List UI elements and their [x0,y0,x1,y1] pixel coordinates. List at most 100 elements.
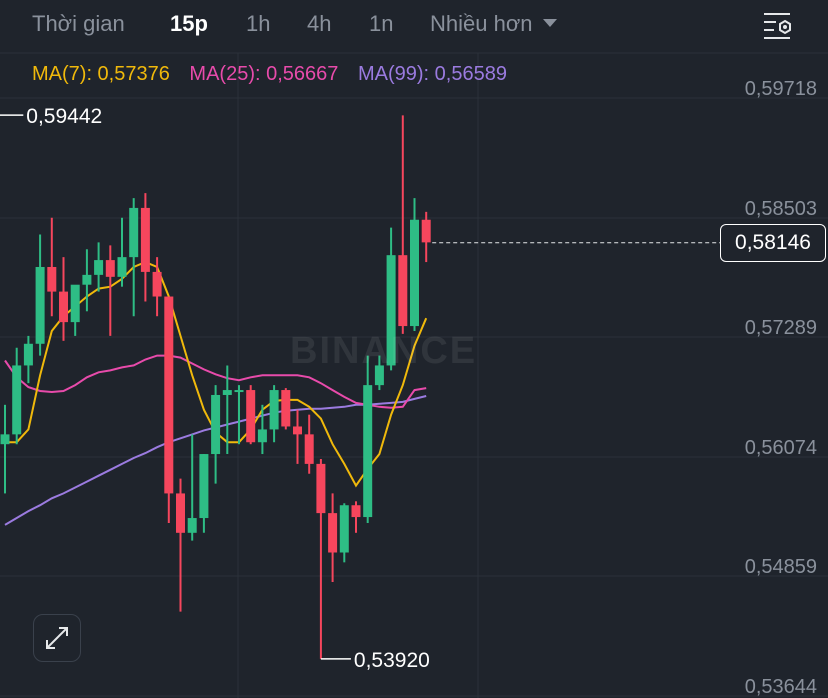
candle [129,198,139,317]
candle-body [129,207,139,258]
candle-body [293,426,302,435]
candle-body [152,271,162,297]
chart-settings-icon[interactable] [760,10,796,40]
candle [339,503,349,563]
candle [421,211,431,263]
tab-more-label: Nhiều hơn [430,11,533,36]
candle-body [398,255,408,327]
candle [152,257,162,317]
candle-body [339,505,349,553]
candle [363,355,373,523]
candle-body [374,365,384,386]
candle-body [187,518,197,533]
ma25-label: MA(25): 0,56667 [189,63,339,85]
candle [176,478,185,612]
candle-body [351,505,361,518]
y-axis-label: 0,58503 [745,198,817,220]
candle [222,365,232,455]
chevron-down-icon [542,19,557,27]
y-axis-label: 0,59718 [745,78,817,100]
candle [105,245,115,336]
candle [293,409,302,464]
candle [374,355,384,391]
candle [23,335,33,384]
price-markers: 0,59442 0,53920 [0,105,720,672]
y-axis: 0,59718 0,58503 0,57289 0,56074 0,54859 0,536… [745,78,817,698]
candle [0,404,10,494]
candle [12,347,22,445]
candle [316,458,326,659]
candle [94,242,104,292]
fullscreen-button[interactable] [33,614,81,662]
candle [47,217,57,317]
y-axis-label: 0,57289 [745,317,817,339]
timeframe-bar: Thời gian 15p 1h 4h 1n Nhiều hơn [0,0,828,50]
tab-more[interactable]: Nhiều hơn [430,11,557,37]
candle [351,501,361,533]
candle-body [105,260,115,277]
tab-time[interactable]: Thời gian [32,11,125,36]
candles [0,115,431,659]
tab-1n[interactable]: 1n [369,11,394,36]
candle [304,414,314,474]
current-price-tag[interactable]: 0,58146 [720,223,826,262]
tab-4h[interactable]: 4h [307,11,332,36]
candle-body [12,365,22,435]
ma7-label: MA(7): 0,57376 [32,63,170,85]
candle-body [176,493,185,533]
candle-body [164,296,174,494]
candle-body [281,390,291,427]
ma99-label: MA(99): 0,56589 [357,63,507,85]
candle-body [70,284,80,323]
candle [257,404,267,455]
candle-body [316,463,326,514]
candle [164,296,174,523]
candle-body [94,260,104,275]
low-price-label: 0,53920 [354,649,430,672]
candle-body [363,385,373,518]
y-axis-label: 0,53644 [745,676,817,698]
candle [59,257,68,341]
high-price-label: 0,59442 [26,105,102,128]
candle-body [47,266,57,292]
candle [187,434,197,541]
candle [281,388,291,430]
candle-body [269,390,279,430]
candle-body [23,343,33,366]
tab-15p[interactable]: 15p [170,11,208,36]
candle-body [421,219,431,243]
candle-body [59,291,68,323]
binance-watermark: BINANCE [290,330,478,372]
candle-body [246,390,256,443]
candle-body [222,390,232,395]
y-axis-label: 0,56074 [745,437,817,459]
candle-body [82,274,92,285]
expand-icon [46,627,68,649]
ma25-line [4,354,427,409]
candle [269,385,279,443]
y-axis-label: 0,54859 [745,556,817,578]
candle-body [0,434,10,445]
candle [246,385,256,445]
candle [234,385,244,445]
tab-1h[interactable]: 1h [246,11,271,36]
candle-body [35,266,45,344]
chart-grid [0,52,828,698]
candle-body [328,513,338,553]
candle [386,227,396,371]
candle-body [211,394,221,455]
candle [82,249,92,312]
candle-body [199,454,209,519]
candle [328,493,338,583]
candle-body [304,434,314,464]
candle [70,284,80,336]
candle-body [257,429,267,443]
candle [398,115,408,334]
candle-body [410,219,419,327]
candle [35,234,45,356]
candle-body [386,255,396,366]
candle-body [117,257,127,277]
candle [410,198,419,331]
candle [211,385,221,484]
